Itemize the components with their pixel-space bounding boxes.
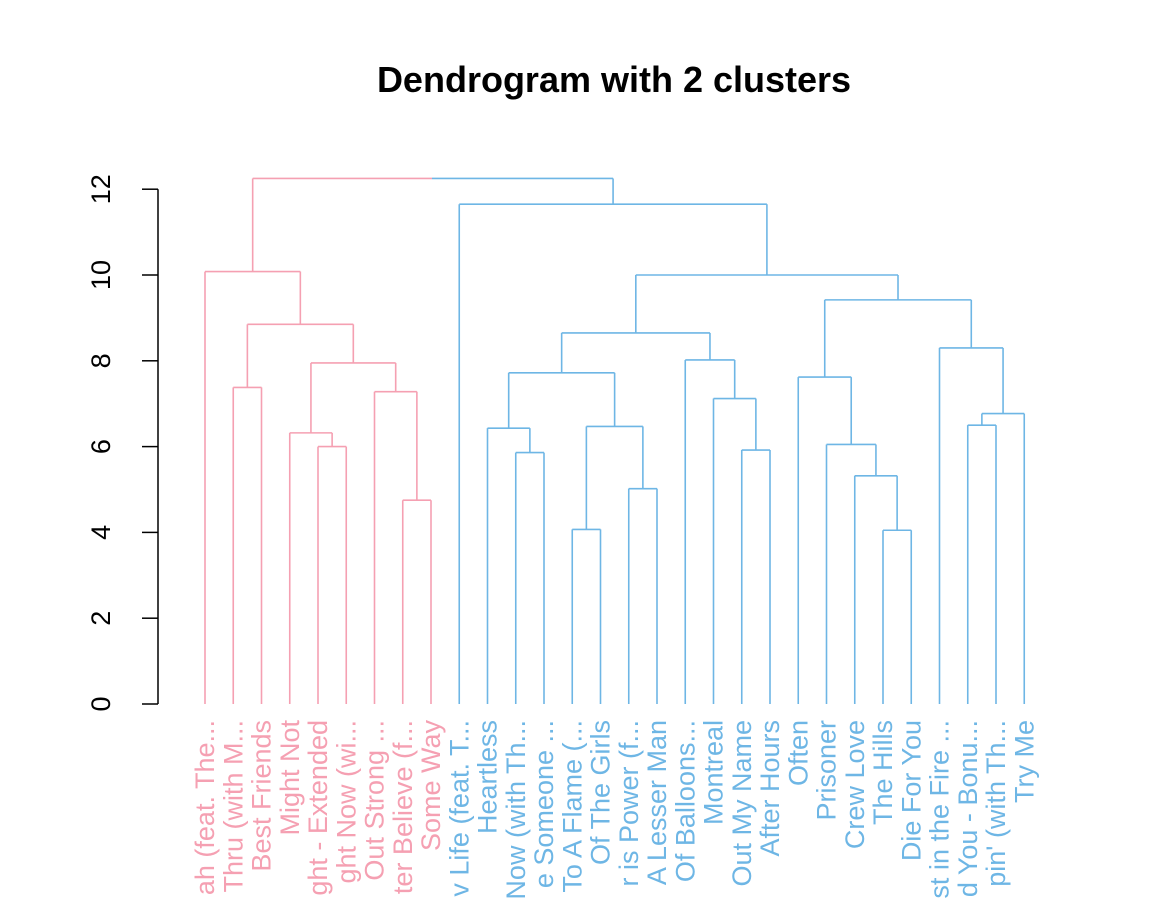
leaf-label: ght Now (wi... xyxy=(331,720,361,884)
leaf-label: e Someone ... xyxy=(529,720,559,888)
leaf-label: The Hills xyxy=(868,720,898,825)
leaf-labels: ah (feat. The...Thru (with M...Best Frie… xyxy=(190,720,1039,900)
leaf-label: Some Way xyxy=(416,720,446,852)
leaf-label: Prisoner xyxy=(812,720,842,821)
leaf-label: r is Power (f... xyxy=(614,720,644,887)
leaf-label: v Life (feat. T... xyxy=(444,720,474,897)
leaf-label: Now (with Th... xyxy=(501,720,531,900)
leaf-label: Often xyxy=(783,720,813,786)
leaf-label: ght - Extended xyxy=(303,720,333,896)
y-axis: 0 2 4 6 8 10 12 xyxy=(86,174,159,712)
chart-title: Dendrogram with 2 clusters xyxy=(377,59,851,100)
y-tick-label: 2 xyxy=(86,611,116,626)
leaf-label: A Lesser Man xyxy=(642,720,672,885)
leaf-label: To A Flame (... xyxy=(557,720,587,893)
leaf-label: Thru (with M... xyxy=(218,720,248,893)
y-tick-label: 0 xyxy=(86,696,116,711)
leaf-label: Try Me xyxy=(1009,720,1039,803)
y-tick-label: 10 xyxy=(86,260,116,290)
leaf-label: Of Balloons... xyxy=(670,720,700,882)
leaf-label: st in the Fire ... xyxy=(925,720,955,899)
leaf-label: Might Not xyxy=(275,720,305,836)
leaf-label: Die For You xyxy=(896,720,926,861)
y-tick-label: 8 xyxy=(86,353,116,368)
leaf-label: Of The Girls xyxy=(586,720,616,865)
leaf-label: Out My Name xyxy=(727,720,757,887)
y-tick-label: 6 xyxy=(86,439,116,454)
leaf-label: ah (feat. The... xyxy=(190,720,220,895)
leaf-label: Montreal xyxy=(699,720,729,825)
y-tick-label: 12 xyxy=(86,174,116,204)
leaf-label: After Hours xyxy=(755,720,785,857)
leaf-label: pin' (with Th... xyxy=(981,720,1011,887)
leaf-label: ter Believe (f... xyxy=(388,720,418,894)
leaf-label: d You - Bonu... xyxy=(953,720,983,897)
dendrogram-links xyxy=(204,177,1026,704)
leaf-label: Out Strong ... xyxy=(360,720,390,881)
y-tick-label: 4 xyxy=(86,525,116,540)
leaf-label: Best Friends xyxy=(247,720,277,872)
leaf-label: Heartless xyxy=(473,720,503,834)
leaf-label: Crew Love xyxy=(840,720,870,849)
